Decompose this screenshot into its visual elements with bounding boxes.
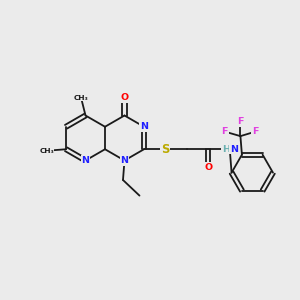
Text: CH₃: CH₃ [39, 148, 54, 154]
Text: N: N [121, 156, 128, 165]
Text: F: F [237, 117, 244, 126]
Text: F: F [222, 127, 228, 136]
Text: O: O [120, 93, 128, 102]
Text: CH₃: CH₃ [74, 94, 88, 100]
Text: N: N [82, 156, 89, 165]
Text: S: S [161, 143, 169, 156]
Text: H: H [222, 145, 230, 154]
Text: N: N [140, 122, 148, 131]
Text: O: O [204, 163, 212, 172]
Text: N: N [230, 145, 238, 154]
Text: F: F [252, 127, 259, 136]
